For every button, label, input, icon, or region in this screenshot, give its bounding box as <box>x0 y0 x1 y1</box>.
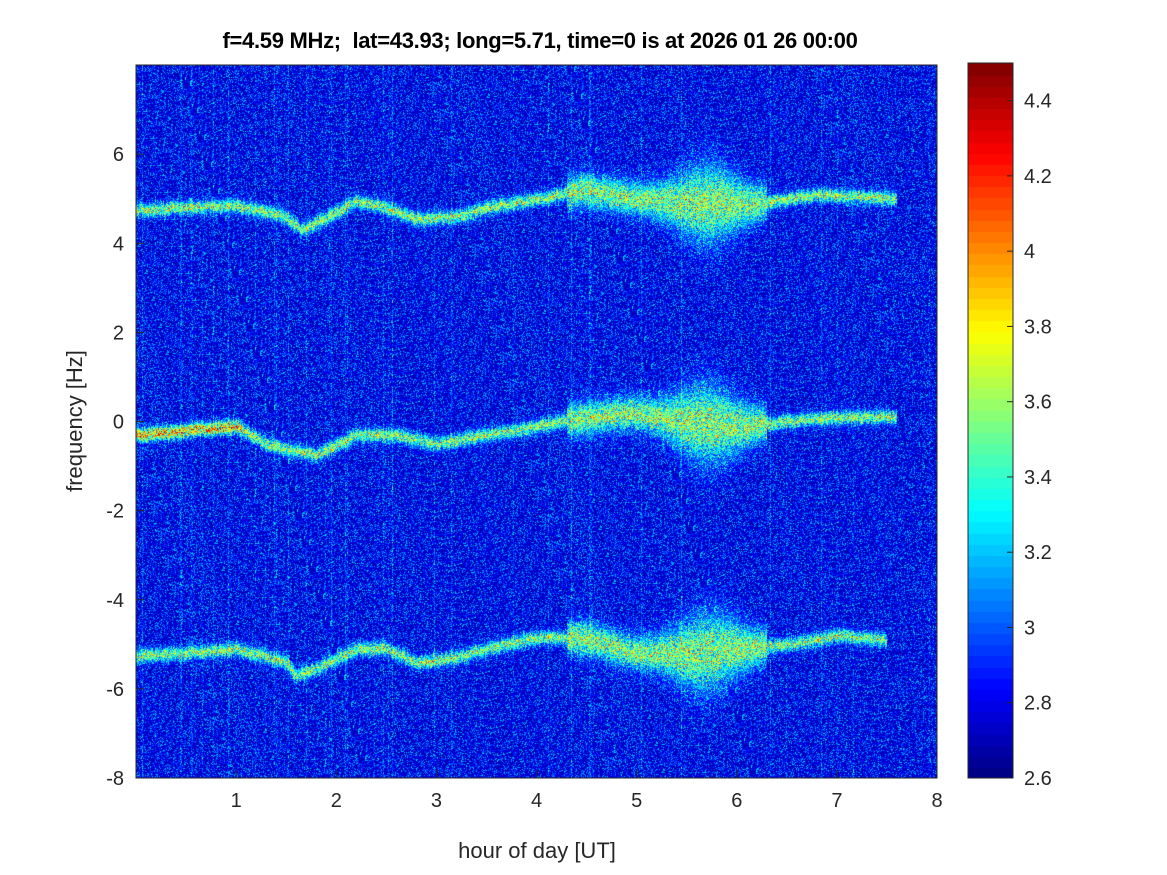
x-axis-label: hour of day [UT] <box>458 838 616 863</box>
x-tick-label: 1 <box>231 790 242 812</box>
y-tick-label: 6 <box>113 144 124 166</box>
plot-frame <box>135 64 938 779</box>
y-tick-label: 0 <box>113 412 124 434</box>
x-tick-label: 6 <box>731 790 742 812</box>
colorbar-tick-label: 3.2 <box>1024 542 1052 564</box>
x-tick-label: 4 <box>531 790 542 812</box>
y-axis-label: frequency [Hz] <box>62 350 87 492</box>
colorbar-tick-label: 2.6 <box>1024 768 1052 790</box>
y-tick-label: -6 <box>106 679 124 701</box>
x-tick-label: 2 <box>331 790 342 812</box>
colorbar <box>968 63 1013 778</box>
y-tick-label: -8 <box>106 768 124 790</box>
colorbar-tick-label: 3.6 <box>1024 392 1052 414</box>
colorbar-tick-label: 4 <box>1024 241 1035 263</box>
x-tick-label: 7 <box>831 790 842 812</box>
x-tick-label: 5 <box>631 790 642 812</box>
y-tick-label: 2 <box>113 322 124 344</box>
chart-title: f=4.59 MHz; lat=43.93; long=5.71, time=0… <box>222 28 858 53</box>
colorbar-tick-label: 2.8 <box>1024 693 1052 715</box>
colorbar-tick-label: 4.4 <box>1024 91 1052 113</box>
colorbar-tick-label: 4.2 <box>1024 166 1052 188</box>
x-tick-label: 8 <box>931 790 942 812</box>
colorbar-ticks: 2.6 2.8 3 3.2 3.4 3.6 3.8 4 4.2 4.4 <box>1007 91 1052 790</box>
x-tick-label: 3 <box>431 790 442 812</box>
colorbar-tick-label: 3.4 <box>1024 467 1052 489</box>
y-ticks: -8 -6 -4 -2 0 2 4 6 <box>106 144 144 790</box>
spectrogram-heatmap <box>136 65 937 778</box>
colorbar-tick-label: 3 <box>1024 617 1035 639</box>
colorbar-tick-label: 3.8 <box>1024 316 1052 338</box>
y-tick-label: 4 <box>113 233 124 255</box>
colorbar-frame <box>967 62 1014 779</box>
x-ticks: 1 2 3 4 5 6 7 8 <box>231 770 943 812</box>
y-tick-label: -4 <box>106 590 124 612</box>
y-tick-label: -2 <box>106 501 124 523</box>
